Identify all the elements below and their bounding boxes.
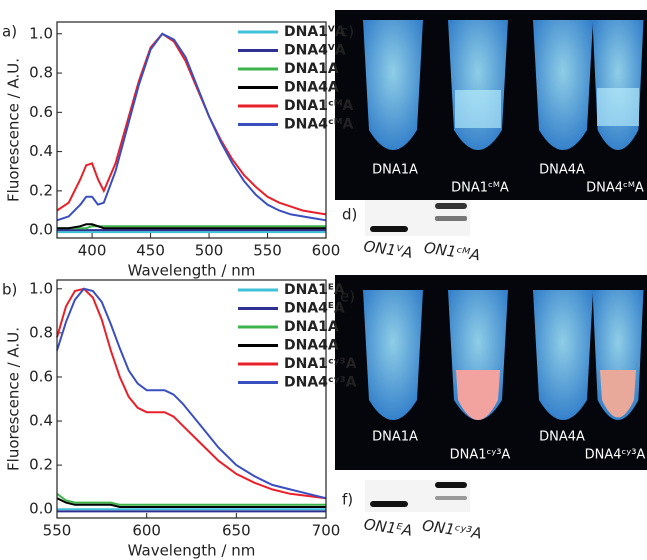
y-tick-label: 1.0 [29,24,53,42]
line [56,32,327,222]
band [370,226,408,232]
photo-label: DNA4A [539,163,585,178]
x-tick-label: 550 [253,242,282,260]
liquid [600,370,636,418]
liquid [455,90,501,128]
panel-label: c) [340,23,354,41]
x-tick-label: 450 [136,242,165,260]
photo-label: DNA4ᶜᴹA [586,181,644,196]
photo-label: DNA1ᶜʸ³A [450,448,511,463]
band [435,203,467,209]
x-tick-label: 550 [43,522,72,540]
y-tick-label: 0.4 [29,142,53,160]
legend-label: DNA1A [284,319,339,335]
legend-label: DNA4A [284,80,339,96]
line [56,492,326,506]
line [57,225,326,230]
panel-label: b) [2,281,17,299]
band [370,501,408,507]
band [435,496,467,500]
legend-label: DNA1ᶜᴹA [284,98,353,114]
legend-label: DNA4A [284,338,339,354]
x-axis-label: Wavelength / nm [128,262,256,280]
gel-label: ON1ᶜᴹA [423,239,482,265]
x-tick-label: 600 [312,242,341,260]
y-tick-label: 0.6 [29,367,53,385]
photo-label: DNA1A [372,163,418,178]
y-axis-label: Fluorescence / A.U. [5,58,23,202]
line [56,287,327,500]
panel-label: d) [342,206,357,224]
legend-label: DNA1ᴱA [284,282,345,298]
legend-label: DNA4ᶜᴹA [284,117,353,133]
legend-label: DNA1ᶜʸ³A [284,356,357,372]
gel-label: ON1ᶜʸ³A [421,516,483,542]
band [435,216,467,221]
x-tick-label: 700 [312,522,341,540]
y-tick-label: 0.2 [29,456,53,474]
legend-label: DNA1ⱽA [284,24,346,40]
panel-label: a) [2,23,17,41]
gel-label: ON1ᴱA [363,515,414,540]
line [56,497,326,508]
y-tick-label: 0.6 [29,103,53,121]
y-tick-label: 1.0 [29,279,53,297]
y-tick-label: 0.4 [29,412,53,430]
y-tick-label: 0.8 [29,323,53,341]
x-tick-label: 650 [222,522,251,540]
liquid [597,88,639,126]
plot-frame [56,21,327,239]
gel-label: ON1ⱽA [362,237,413,262]
x-tick-label: 400 [78,242,107,260]
x-tick-label: 600 [132,522,161,540]
y-tick-label: 0.0 [29,221,53,239]
photo-label: DNA4ᶜʸ³A [585,448,646,463]
band [435,482,467,488]
photo-label: DNA1ᶜᴹA [451,181,509,196]
panel-label: f) [342,491,353,509]
photo-label: DNA1A [372,430,418,445]
x-tick-label: 500 [195,242,224,260]
legend-label: DNA4ᴱA [284,301,345,317]
liquid [456,370,500,420]
y-tick-label: 0.0 [29,500,53,518]
legend-label: DNA4ⱽA [284,43,346,59]
panel-label: e) [340,288,355,306]
x-axis-label: Wavelength / nm [128,542,256,560]
y-tick-label: 0.8 [29,64,53,82]
photo-label: DNA4A [539,430,585,445]
y-axis-label: Fluorescence / A.U. [5,327,23,471]
line [56,287,327,500]
plot-frame [56,279,327,519]
y-tick-label: 0.2 [29,181,53,199]
legend-label: DNA4ᶜʸ³A [284,375,357,391]
line [56,32,327,216]
legend-label: DNA1A [284,61,339,77]
line [57,223,326,230]
